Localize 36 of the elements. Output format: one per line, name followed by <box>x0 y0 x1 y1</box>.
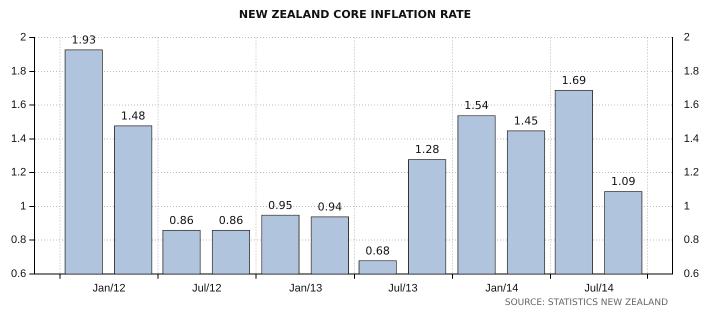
y-tick-label: 1.2 <box>10 166 26 179</box>
x-tick-label: Jan/14 <box>485 282 518 294</box>
data-label: 1.54 <box>464 99 489 112</box>
y2-tick-label: 0.6 <box>684 268 700 280</box>
y2-tick-label: 1.4 <box>684 132 700 145</box>
y-tick-label: 1.8 <box>10 65 26 78</box>
y2-tick-label: 1.6 <box>684 99 700 112</box>
y-tick-label: 1.6 <box>10 99 26 112</box>
data-label: 1.93 <box>71 33 96 46</box>
data-label: 0.94 <box>318 200 342 214</box>
data-label: 1.45 <box>514 114 538 128</box>
x-tick-label: Jul/14 <box>584 282 614 294</box>
chart-title: NEW ZEALAND CORE INFLATION RATE <box>238 8 472 21</box>
y-tick-label: 0.8 <box>10 234 26 246</box>
x-tick-label: Jan/12 <box>92 282 126 294</box>
data-label: 1.09 <box>611 175 636 188</box>
data-label: 0.86 <box>169 214 194 227</box>
y2-tick-label: 2 <box>684 32 690 44</box>
y2-tick-label: 1.2 <box>684 166 700 179</box>
y2-tick-label: 1.8 <box>684 65 700 78</box>
y-tick-label: 1.4 <box>10 132 26 145</box>
y-tick-label: 0.6 <box>10 268 26 280</box>
y2-tick-label: 0.8 <box>684 234 700 246</box>
x-tick-label: Jul/12 <box>192 282 222 294</box>
source-note: SOURCE: STATISTICS NEW ZEALAND <box>504 298 668 308</box>
y-tick-label: 1 <box>20 200 26 212</box>
data-label: 0.68 <box>365 244 390 258</box>
data-label: 1.69 <box>562 74 586 87</box>
data-label: 1.28 <box>414 143 440 156</box>
y-tick-label: 2 <box>20 32 26 44</box>
data-label: 1.48 <box>120 109 146 122</box>
x-tick-label: Jan/13 <box>289 282 322 294</box>
data-label: 0.86 <box>218 214 244 227</box>
data-label: 0.95 <box>268 198 293 212</box>
x-tick-label: Jul/13 <box>388 282 418 294</box>
y2-tick-label: 1 <box>684 200 690 212</box>
